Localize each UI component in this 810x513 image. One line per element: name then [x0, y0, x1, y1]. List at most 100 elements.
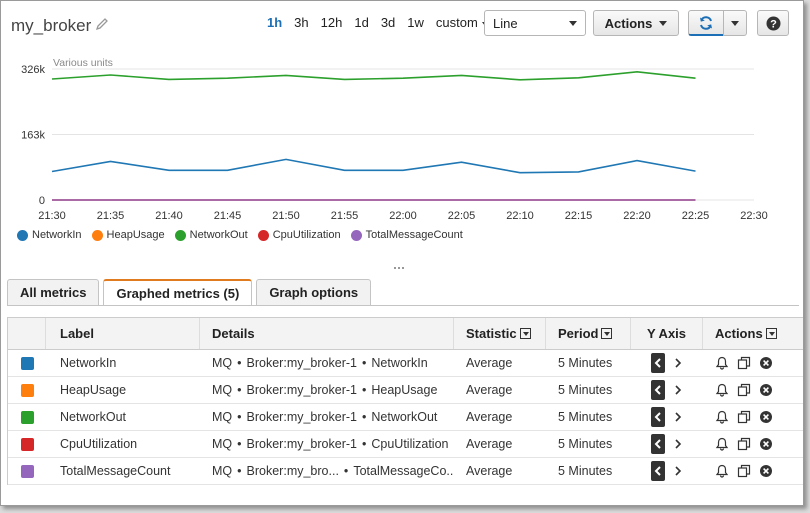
statistic-cell[interactable]: Average — [454, 431, 546, 457]
label-cell[interactable]: HeapUsage — [46, 377, 200, 403]
tab-graphed-metrics-5[interactable]: Graphed metrics (5) — [103, 279, 253, 306]
dropdown-icon[interactable] — [765, 328, 777, 339]
bell-icon[interactable] — [715, 383, 729, 397]
duplicate-icon[interactable] — [737, 356, 751, 370]
color-cell[interactable] — [8, 458, 46, 484]
pencil-icon[interactable] — [95, 17, 109, 31]
actions-cell — [703, 350, 802, 376]
time-range-custom[interactable]: custom — [436, 15, 488, 30]
legend-item-CpuUtilization[interactable]: CpuUtilization — [257, 229, 341, 241]
dropdown-icon[interactable] — [519, 328, 531, 339]
statistic-cell[interactable]: Average — [454, 377, 546, 403]
label-cell[interactable]: NetworkIn — [46, 350, 200, 376]
header-details[interactable]: Details — [200, 318, 454, 349]
separator: • — [361, 437, 367, 451]
time-range-3d[interactable]: 3d — [380, 15, 396, 30]
label-cell[interactable]: TotalMessageCount — [46, 458, 200, 484]
help-icon: ? — [766, 16, 780, 30]
period-cell[interactable]: 5 Minutes — [546, 377, 631, 403]
legend-item-HeapUsage[interactable]: HeapUsage — [91, 229, 165, 241]
bell-icon[interactable] — [715, 410, 729, 424]
y-axis-cell — [631, 350, 703, 376]
color-cell[interactable] — [8, 431, 46, 457]
header-label[interactable]: Label — [46, 318, 200, 349]
period-cell[interactable]: 5 Minutes — [546, 404, 631, 430]
y-axis-left-button[interactable] — [651, 380, 665, 400]
graph-type-select[interactable]: Line — [484, 10, 586, 36]
bell-icon[interactable] — [715, 356, 729, 370]
y-axis-right-button[interactable] — [673, 434, 683, 454]
table-row[interactable]: NetworkIn MQ • Broker:my_broker-1 • NetworkIn… — [8, 350, 803, 377]
header-actions-text: Actions — [715, 326, 763, 341]
remove-icon[interactable] — [759, 410, 773, 424]
y-axis-right-button[interactable] — [673, 407, 683, 427]
time-range-12h[interactable]: 12h — [320, 15, 343, 30]
table-row[interactable]: NetworkOut MQ • Broker:my_broker-1 • NetworkO… — [8, 404, 803, 431]
color-swatch[interactable] — [20, 383, 34, 397]
color-swatch[interactable] — [20, 410, 34, 424]
period-cell[interactable]: 5 Minutes — [546, 350, 631, 376]
color-cell[interactable] — [8, 404, 46, 430]
separator: • — [361, 356, 367, 370]
label-cell[interactable]: NetworkOut — [46, 404, 200, 430]
y-axis-right-button[interactable] — [673, 353, 683, 373]
remove-icon[interactable] — [759, 464, 773, 478]
time-range-1w[interactable]: 1w — [407, 15, 424, 30]
resize-handle-icon[interactable] — [393, 265, 405, 271]
color-cell[interactable] — [8, 350, 46, 376]
period-cell[interactable]: 5 Minutes — [546, 458, 631, 484]
legend-item-NetworkOut[interactable]: NetworkOut — [174, 229, 248, 241]
series-line-NetworkOut[interactable] — [51, 70, 696, 81]
remove-icon[interactable] — [759, 383, 773, 397]
remove-icon[interactable] — [759, 437, 773, 451]
color-cell[interactable] — [8, 377, 46, 403]
metric-label: CpuUtilization — [60, 437, 138, 451]
bell-icon[interactable] — [715, 464, 729, 478]
table-row[interactable]: HeapUsage MQ • Broker:my_broker-1 • HeapUsage… — [8, 377, 803, 404]
y-axis-right-button[interactable] — [673, 461, 683, 481]
table-row[interactable]: TotalMessageCount MQ • Broker:my_bro... • Tot… — [8, 458, 803, 485]
bell-icon[interactable] — [715, 437, 729, 451]
header-statistic[interactable]: Statistic — [454, 318, 546, 349]
header-period[interactable]: Period — [546, 318, 631, 349]
statistic-cell[interactable]: Average — [454, 350, 546, 376]
series-line-NetworkIn[interactable] — [51, 158, 696, 174]
duplicate-icon[interactable] — [737, 437, 751, 451]
time-range-3h[interactable]: 3h — [294, 15, 309, 30]
legend-item-TotalMessageCount[interactable]: TotalMessageCount — [350, 229, 463, 241]
color-swatch[interactable] — [20, 464, 34, 478]
y-axis-left-button[interactable] — [651, 434, 665, 454]
duplicate-icon[interactable] — [737, 410, 751, 424]
tab-graph-options[interactable]: Graph options — [256, 279, 372, 305]
actions-button[interactable]: Actions — [593, 10, 679, 36]
x-tick-label: 21:55 — [331, 210, 359, 222]
metric-label: NetworkOut — [60, 410, 126, 424]
legend-item-NetworkIn[interactable]: NetworkIn — [17, 229, 82, 241]
color-swatch[interactable] — [20, 437, 34, 451]
label-cell[interactable]: CpuUtilization — [46, 431, 200, 457]
y-axis-left-button[interactable] — [651, 461, 665, 481]
remove-icon[interactable] — [759, 356, 773, 370]
table-body: NetworkIn MQ • Broker:my_broker-1 • NetworkIn… — [8, 350, 803, 485]
duplicate-icon[interactable] — [737, 383, 751, 397]
chevron-left-icon — [654, 412, 661, 422]
header-actions[interactable]: Actions — [703, 318, 802, 349]
details-cell: MQ • Broker:my_bro... • TotalMessageCo... — [200, 458, 454, 484]
refresh-button[interactable] — [688, 10, 724, 36]
time-range-1d[interactable]: 1d — [354, 15, 369, 30]
time-range-1h[interactable]: 1h — [267, 15, 283, 30]
tab-all-metrics[interactable]: All metrics — [7, 279, 100, 305]
duplicate-icon[interactable] — [737, 464, 751, 478]
y-axis-left-button[interactable] — [651, 353, 665, 373]
color-swatch[interactable] — [20, 356, 34, 370]
table-row[interactable]: CpuUtilization MQ • Broker:my_broker-1 • CpuU… — [8, 431, 803, 458]
y-axis-left-button[interactable] — [651, 407, 665, 427]
dropdown-icon[interactable] — [601, 328, 613, 339]
statistic-cell[interactable]: Average — [454, 404, 546, 430]
statistic-cell[interactable]: Average — [454, 458, 546, 484]
period-cell[interactable]: 5 Minutes — [546, 431, 631, 457]
y-axis-right-button[interactable] — [673, 380, 683, 400]
refresh-options-button[interactable] — [723, 10, 747, 36]
legend-swatch — [17, 229, 28, 241]
help-button[interactable]: ? — [757, 10, 789, 36]
